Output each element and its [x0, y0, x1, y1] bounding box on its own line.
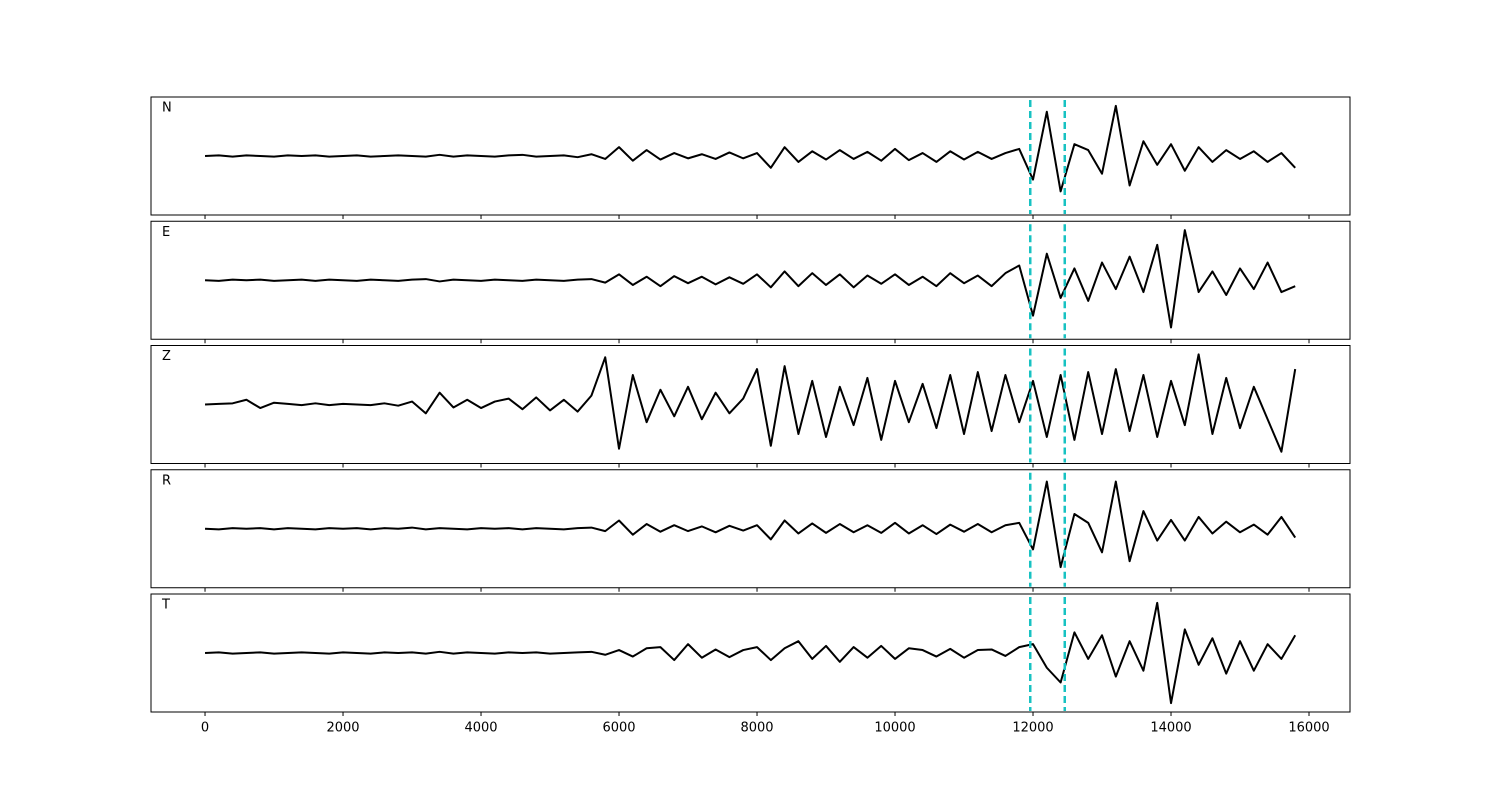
panel-label: Z — [162, 349, 171, 364]
panel-label: T — [161, 598, 170, 613]
panel-label: N — [162, 101, 172, 116]
panel-frame — [150, 345, 1351, 464]
x-tick-label: 16000 — [1288, 721, 1329, 736]
waveform — [204, 480, 1297, 569]
x-tick-label: 4000 — [464, 721, 497, 736]
waveform — [204, 229, 1296, 329]
panel-frame — [150, 593, 1351, 713]
waveform — [204, 353, 1297, 453]
panel-label: E — [162, 225, 170, 240]
panel-frame — [150, 469, 1351, 589]
x-tick-label: 8000 — [740, 721, 773, 736]
x-tick-label: 14000 — [1150, 721, 1191, 736]
waveform — [204, 104, 1296, 193]
waveform — [204, 601, 1297, 705]
x-tick-label: 2000 — [326, 721, 359, 736]
x-tick-label: 10000 — [874, 721, 915, 736]
x-tick-label: 6000 — [602, 721, 635, 736]
x-tick-label: 12000 — [1012, 721, 1053, 736]
panel-frame — [150, 96, 1351, 216]
panel-label: R — [162, 473, 171, 488]
x-tick-label: 0 — [201, 721, 209, 736]
panel-frame — [150, 220, 1351, 340]
